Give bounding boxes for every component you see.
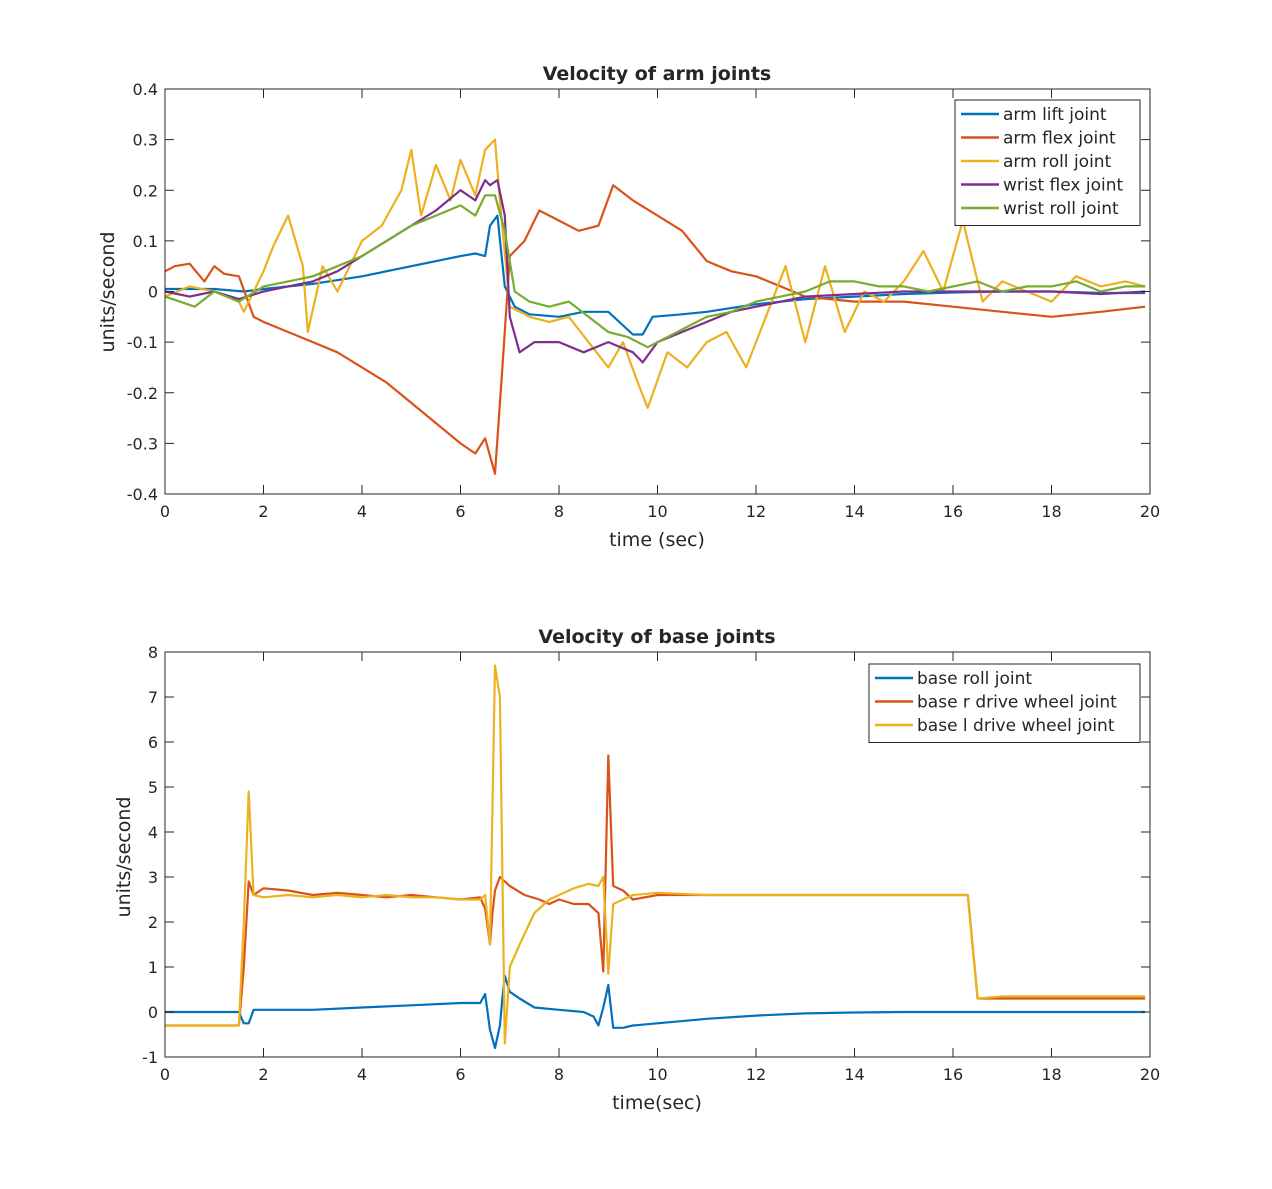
base-joints-chart: Velocity of base joints 0 2 4 6 8 10 12 14 16 18 2… <box>113 626 1160 1114</box>
arm-chart-x-label: time (sec) <box>609 529 705 551</box>
x-tick-label: 0 <box>160 1065 170 1084</box>
y-tick-label: 6 <box>148 733 158 752</box>
x-tick-label: 20 <box>1140 1065 1160 1084</box>
base-chart-lines <box>165 664 1146 1050</box>
legend-box <box>868 663 1141 743</box>
y-tick-label: -0.3 <box>127 434 158 453</box>
arm-chart-title: Velocity of arm joints <box>543 63 772 85</box>
legend-entry: base r drive wheel joint <box>917 693 1117 713</box>
legend-entry: arm flex joint <box>1003 129 1116 149</box>
y-tick-label: -1 <box>142 1048 158 1067</box>
y-tick-label: 0 <box>148 1003 158 1022</box>
y-tick-label: 0.4 <box>133 80 158 99</box>
series-line-4 <box>164 194 1146 349</box>
x-tick-label: 16 <box>943 502 963 521</box>
x-tick-label: 2 <box>258 1065 268 1084</box>
series-line-2 <box>165 664 1146 1045</box>
y-tick-label: 8 <box>148 643 158 662</box>
y-tick-label: -0.2 <box>127 384 158 403</box>
y-tick-label: 2 <box>148 913 158 932</box>
x-tick-label: 18 <box>1041 1065 1061 1084</box>
x-tick-label: 18 <box>1041 502 1061 521</box>
series-line-2 <box>164 138 1146 409</box>
arm-chart-y-label: units/second <box>97 232 119 353</box>
base-chart-y-label: units/second <box>113 797 135 918</box>
y-tick-label: 0.1 <box>133 232 158 251</box>
x-tick-label: 2 <box>258 502 268 521</box>
arm-chart-x-ticks: 0 2 4 6 8 10 12 14 16 18 20 <box>160 89 1160 521</box>
y-tick-label: 1 <box>148 958 158 977</box>
y-tick-label: 3 <box>148 868 158 887</box>
x-tick-label: 14 <box>844 1065 864 1084</box>
y-tick-label: 7 <box>148 688 158 707</box>
x-tick-label: 0 <box>160 502 170 521</box>
y-tick-label: 4 <box>148 823 158 842</box>
arm-chart-y-ticks: -0.4 -0.3 -0.2 -0.1 0 0.1 0.2 0.3 0.4 <box>127 80 1150 504</box>
legend-box <box>954 99 1141 226</box>
y-tick-label: 0 <box>148 283 158 302</box>
series-line-0 <box>165 974 1146 1050</box>
x-tick-label: 6 <box>455 502 465 521</box>
x-tick-label: 12 <box>746 502 766 521</box>
x-tick-label: 10 <box>647 1065 667 1084</box>
x-tick-label: 10 <box>647 502 667 521</box>
x-tick-label: 8 <box>554 502 564 521</box>
base-chart-x-ticks: 0 2 4 6 8 10 12 14 16 18 20 <box>160 652 1160 1084</box>
legend-entry: wrist roll joint <box>1003 199 1119 219</box>
y-tick-label: -0.4 <box>127 485 158 504</box>
x-tick-label: 4 <box>357 502 367 521</box>
x-tick-label: 14 <box>844 502 864 521</box>
x-tick-label: 8 <box>554 1065 564 1084</box>
x-tick-label: 12 <box>746 1065 766 1084</box>
base-chart-y-ticks: -1 0 1 2 3 4 5 6 7 8 <box>142 643 1150 1067</box>
x-tick-label: 16 <box>943 1065 963 1084</box>
base-chart-legend: base roll joint base r drive wheel joint b… <box>868 663 1141 743</box>
y-tick-label: -0.1 <box>127 333 158 352</box>
legend-entry: arm roll joint <box>1003 152 1112 172</box>
legend-entry: arm lift joint <box>1003 105 1107 125</box>
x-tick-label: 20 <box>1140 502 1160 521</box>
arm-chart-lines <box>164 138 1146 475</box>
x-tick-label: 4 <box>357 1065 367 1084</box>
series-line-0 <box>165 214 1146 336</box>
base-chart-x-label: time(sec) <box>612 1092 702 1114</box>
legend-entry: base l drive wheel joint <box>917 716 1115 736</box>
y-tick-label: 0.3 <box>133 131 158 150</box>
y-tick-label: 0.2 <box>133 181 158 200</box>
y-tick-label: 5 <box>148 778 158 797</box>
legend-entry: base roll joint <box>917 669 1032 689</box>
arm-joints-chart: Velocity of arm joints 0 2 4 6 8 10 12 14 16 18 20… <box>97 63 1160 551</box>
legend-entry: wrist flex joint <box>1003 176 1123 196</box>
series-line-3 <box>164 179 1146 364</box>
base-chart-title: Velocity of base joints <box>538 626 775 648</box>
arm-chart-legend: arm lift joint arm flex joint arm roll joi… <box>954 99 1141 226</box>
x-tick-label: 6 <box>455 1065 465 1084</box>
